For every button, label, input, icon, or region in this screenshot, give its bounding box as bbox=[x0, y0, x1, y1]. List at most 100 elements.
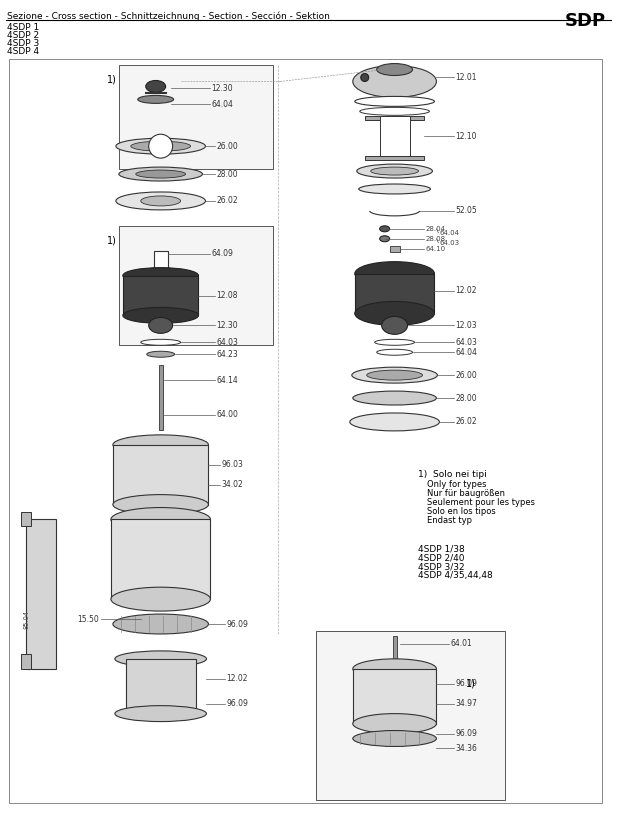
Text: Only for types: Only for types bbox=[428, 479, 487, 488]
Text: 64.04: 64.04 bbox=[455, 348, 477, 357]
Ellipse shape bbox=[149, 134, 173, 158]
Text: 12.08: 12.08 bbox=[217, 291, 238, 300]
Text: 64.04: 64.04 bbox=[439, 230, 460, 236]
Text: SDP: SDP bbox=[565, 11, 606, 30]
Text: 28.00: 28.00 bbox=[455, 393, 477, 403]
Text: 1): 1) bbox=[466, 679, 476, 689]
Ellipse shape bbox=[377, 349, 413, 355]
Ellipse shape bbox=[147, 352, 175, 357]
Text: 26.02: 26.02 bbox=[455, 418, 477, 427]
Ellipse shape bbox=[353, 714, 436, 733]
Text: 64.23: 64.23 bbox=[217, 350, 238, 359]
Bar bbox=[355, 274, 434, 313]
Ellipse shape bbox=[357, 164, 433, 178]
Bar bbox=[379, 116, 410, 156]
Bar bbox=[123, 276, 199, 315]
Bar bbox=[365, 156, 424, 160]
Text: 4SDP 3/32: 4SDP 3/32 bbox=[418, 562, 464, 571]
Text: 12.10: 12.10 bbox=[455, 132, 477, 141]
Ellipse shape bbox=[382, 317, 408, 335]
Ellipse shape bbox=[111, 587, 210, 611]
Text: 26.00: 26.00 bbox=[217, 142, 238, 151]
Text: Nur für baugrößen: Nur für baugrößen bbox=[428, 488, 505, 497]
Bar bbox=[353, 669, 436, 724]
Ellipse shape bbox=[352, 367, 437, 383]
Bar bbox=[119, 225, 273, 345]
Text: 85.04: 85.04 bbox=[23, 610, 29, 628]
Text: Sezione - Cross section - Schnittzeichnung - Section - Sección - Sektion: Sezione - Cross section - Schnittzeichnu… bbox=[7, 11, 330, 21]
Bar bbox=[159, 365, 163, 430]
Text: 4SDP 1: 4SDP 1 bbox=[7, 23, 39, 32]
Text: 34.02: 34.02 bbox=[222, 480, 243, 489]
Ellipse shape bbox=[131, 141, 191, 151]
Bar bbox=[392, 636, 397, 666]
Ellipse shape bbox=[138, 95, 173, 103]
Text: Endast typ: Endast typ bbox=[428, 515, 473, 524]
Bar bbox=[22, 511, 31, 527]
Text: 26.00: 26.00 bbox=[455, 370, 477, 379]
Text: 12.03: 12.03 bbox=[455, 321, 477, 330]
Text: 64.01: 64.01 bbox=[450, 640, 472, 649]
Ellipse shape bbox=[371, 167, 418, 175]
Bar bbox=[316, 631, 505, 800]
Text: 4SDP 3: 4SDP 3 bbox=[7, 39, 39, 48]
Ellipse shape bbox=[361, 73, 369, 81]
Text: 28.08: 28.08 bbox=[426, 236, 445, 242]
Text: 96.09: 96.09 bbox=[455, 729, 477, 738]
Text: 96.03: 96.03 bbox=[222, 460, 243, 469]
Text: Seulement pour les types: Seulement pour les types bbox=[428, 497, 536, 506]
Ellipse shape bbox=[379, 236, 389, 242]
Text: 1)  Solo nei tipi: 1) Solo nei tipi bbox=[418, 470, 486, 479]
Text: 64.00: 64.00 bbox=[217, 410, 238, 419]
Text: 64.09: 64.09 bbox=[212, 249, 233, 258]
Text: 12.30: 12.30 bbox=[217, 321, 238, 330]
Text: 15.50: 15.50 bbox=[77, 615, 99, 624]
Text: 52.05: 52.05 bbox=[455, 207, 477, 216]
Text: 4SDP 1/38: 4SDP 1/38 bbox=[418, 545, 464, 554]
Text: 96.09: 96.09 bbox=[226, 619, 248, 628]
Ellipse shape bbox=[115, 651, 207, 667]
Ellipse shape bbox=[123, 268, 199, 283]
Ellipse shape bbox=[116, 138, 205, 154]
Text: 12.02: 12.02 bbox=[455, 286, 477, 295]
Ellipse shape bbox=[355, 301, 434, 326]
Ellipse shape bbox=[146, 81, 165, 93]
Ellipse shape bbox=[350, 413, 439, 431]
Text: 12.02: 12.02 bbox=[226, 674, 248, 683]
Text: 28.04: 28.04 bbox=[426, 225, 445, 232]
Ellipse shape bbox=[136, 170, 186, 178]
Text: 96.09: 96.09 bbox=[226, 699, 248, 708]
Ellipse shape bbox=[366, 370, 423, 380]
Ellipse shape bbox=[360, 107, 429, 116]
Text: 28.00: 28.00 bbox=[217, 169, 238, 178]
Ellipse shape bbox=[355, 96, 434, 107]
Text: 4SDP 4: 4SDP 4 bbox=[7, 46, 39, 55]
Ellipse shape bbox=[149, 317, 173, 334]
Bar bbox=[126, 659, 196, 714]
Bar bbox=[119, 64, 273, 169]
Text: 4SDP 2: 4SDP 2 bbox=[7, 31, 39, 40]
Text: 4SDP 2/40: 4SDP 2/40 bbox=[418, 554, 464, 562]
Ellipse shape bbox=[113, 614, 209, 634]
Text: 64.10: 64.10 bbox=[426, 246, 445, 252]
Ellipse shape bbox=[379, 225, 389, 232]
Bar bbox=[389, 246, 400, 252]
Text: 12.30: 12.30 bbox=[212, 84, 233, 93]
Ellipse shape bbox=[113, 435, 209, 455]
Ellipse shape bbox=[113, 495, 209, 514]
Text: 64.04: 64.04 bbox=[212, 100, 233, 109]
Ellipse shape bbox=[116, 192, 205, 210]
Ellipse shape bbox=[119, 167, 202, 181]
Ellipse shape bbox=[353, 730, 436, 746]
Text: 1): 1) bbox=[107, 75, 117, 85]
Text: 64.14: 64.14 bbox=[217, 375, 238, 385]
Ellipse shape bbox=[111, 508, 210, 532]
Ellipse shape bbox=[353, 391, 436, 405]
Text: 26.02: 26.02 bbox=[217, 196, 238, 205]
Ellipse shape bbox=[123, 308, 199, 323]
Text: 34.36: 34.36 bbox=[455, 744, 477, 753]
Ellipse shape bbox=[353, 66, 436, 98]
Ellipse shape bbox=[353, 659, 436, 679]
Bar bbox=[22, 654, 31, 669]
Bar bbox=[365, 116, 424, 120]
